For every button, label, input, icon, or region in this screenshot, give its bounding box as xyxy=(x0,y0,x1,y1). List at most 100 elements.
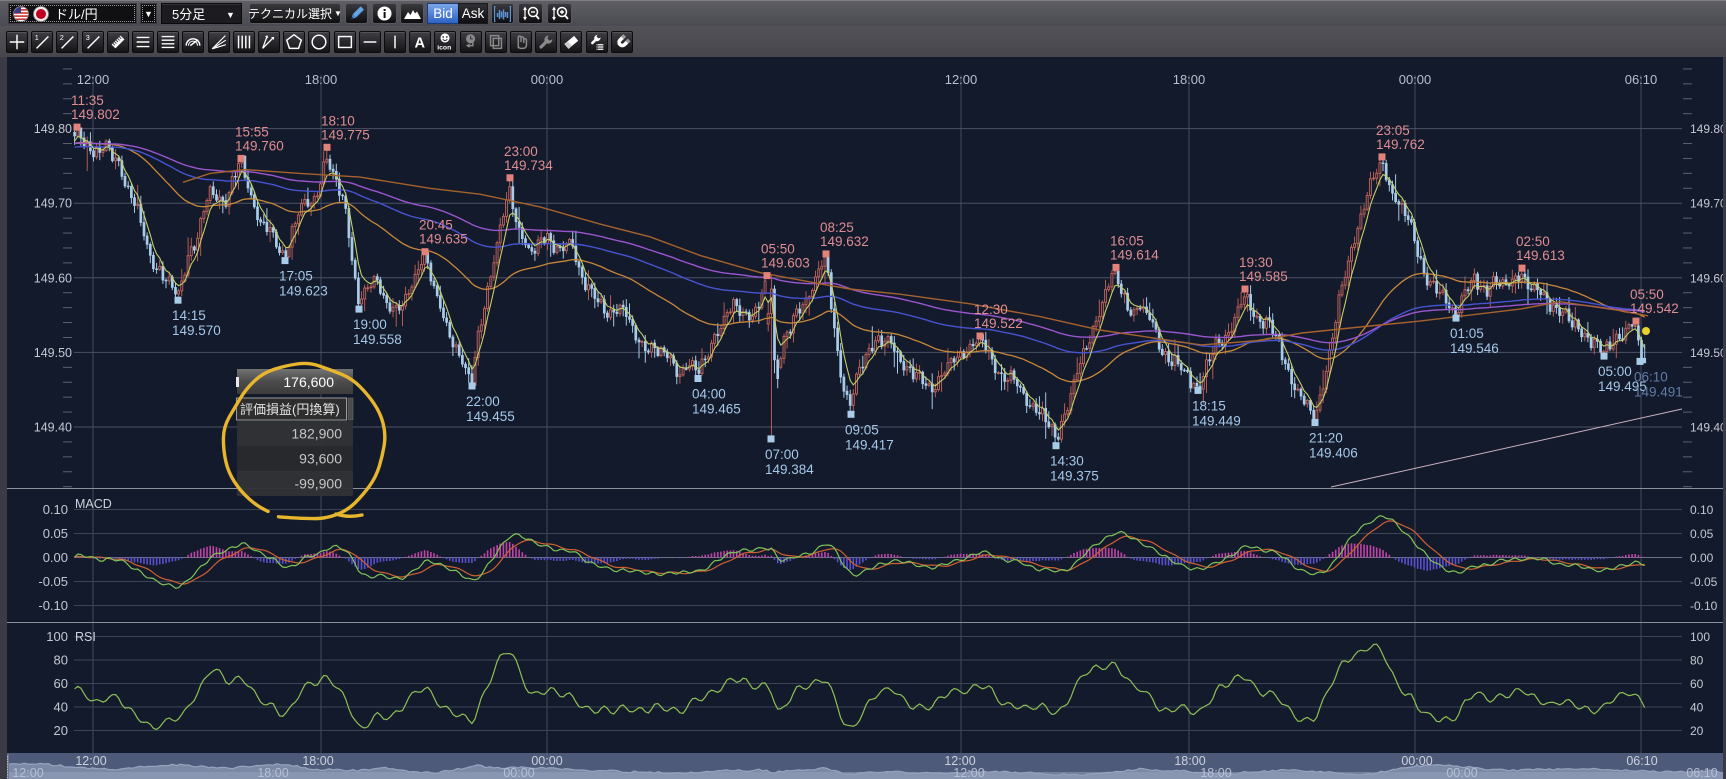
svg-text:0.00: 0.00 xyxy=(1690,551,1714,565)
svg-text:149.70: 149.70 xyxy=(34,197,72,211)
svg-text:14:15: 14:15 xyxy=(172,308,206,323)
svg-text:149.449: 149.449 xyxy=(1192,413,1241,428)
svg-text:100: 100 xyxy=(1690,630,1710,644)
svg-text:06:10: 06:10 xyxy=(1626,754,1657,768)
svg-text:0.05: 0.05 xyxy=(43,526,68,541)
svg-text:00:00: 00:00 xyxy=(1401,754,1432,768)
svg-text:149.417: 149.417 xyxy=(845,437,894,452)
svg-text:18:00: 18:00 xyxy=(1174,754,1205,768)
svg-text:00:00: 00:00 xyxy=(1399,72,1432,87)
svg-text:149.775: 149.775 xyxy=(321,127,370,142)
svg-text:14:30: 14:30 xyxy=(1050,454,1084,469)
svg-text:07:00: 07:00 xyxy=(765,447,799,462)
svg-text:149.632: 149.632 xyxy=(820,234,869,249)
svg-text:149.50: 149.50 xyxy=(34,346,72,360)
svg-text:149.603: 149.603 xyxy=(761,256,810,271)
svg-text:149.570: 149.570 xyxy=(172,323,221,338)
svg-text:149.762: 149.762 xyxy=(1376,137,1425,152)
svg-text:06:10: 06:10 xyxy=(1686,766,1717,779)
svg-text:18:00: 18:00 xyxy=(1200,766,1231,779)
svg-text:20:45: 20:45 xyxy=(419,218,453,233)
svg-text:149.542: 149.542 xyxy=(1630,301,1679,316)
svg-text:-0.05: -0.05 xyxy=(38,574,68,589)
svg-text:-0.05: -0.05 xyxy=(1690,575,1718,589)
svg-text:60: 60 xyxy=(1690,677,1704,691)
svg-text:0.10: 0.10 xyxy=(1690,503,1714,517)
svg-text:-99,900: -99,900 xyxy=(295,476,343,492)
svg-text:149.495: 149.495 xyxy=(1598,379,1647,394)
svg-text:176,600: 176,600 xyxy=(283,374,334,390)
svg-text:22:00: 22:00 xyxy=(466,394,500,409)
svg-text:06:10: 06:10 xyxy=(1625,72,1658,87)
svg-text:00:00: 00:00 xyxy=(531,72,564,87)
svg-text:16:05: 16:05 xyxy=(1110,233,1144,248)
svg-text:18:10: 18:10 xyxy=(321,113,355,128)
svg-text:149.734: 149.734 xyxy=(504,158,553,173)
svg-text:80: 80 xyxy=(54,653,68,668)
svg-text:182,900: 182,900 xyxy=(291,426,342,442)
svg-text:08:25: 08:25 xyxy=(820,220,854,235)
svg-text:12:00: 12:00 xyxy=(945,72,978,87)
svg-text:05:00: 05:00 xyxy=(1598,364,1632,379)
svg-text:00:00: 00:00 xyxy=(531,754,562,768)
svg-text:149.546: 149.546 xyxy=(1450,341,1499,356)
svg-text:12:30: 12:30 xyxy=(974,302,1008,317)
svg-text:60: 60 xyxy=(54,676,68,691)
svg-text:149.802: 149.802 xyxy=(71,107,120,122)
svg-text:19:30: 19:30 xyxy=(1239,255,1273,270)
svg-text:20: 20 xyxy=(1690,724,1704,738)
svg-text:06:10: 06:10 xyxy=(1634,369,1668,384)
svg-text:149.613: 149.613 xyxy=(1516,248,1565,263)
svg-text:149.406: 149.406 xyxy=(1309,446,1358,461)
svg-text:149.760: 149.760 xyxy=(235,138,284,153)
svg-text:149.375: 149.375 xyxy=(1050,469,1099,484)
svg-text:149.40: 149.40 xyxy=(1690,421,1726,435)
svg-text:評価損益(円換算): 評価損益(円換算) xyxy=(240,402,340,417)
svg-text:93,600: 93,600 xyxy=(299,451,342,467)
svg-text:15:55: 15:55 xyxy=(235,124,269,139)
svg-text:00:00: 00:00 xyxy=(1446,766,1477,779)
svg-text:00:00: 00:00 xyxy=(503,766,534,779)
svg-text:149.455: 149.455 xyxy=(466,409,515,424)
svg-text:MACD: MACD xyxy=(75,497,112,511)
svg-text:21:20: 21:20 xyxy=(1309,431,1343,446)
svg-text:149.40: 149.40 xyxy=(34,421,72,435)
svg-text:149.585: 149.585 xyxy=(1239,269,1288,284)
svg-text:RSI: RSI xyxy=(75,630,96,644)
svg-text:149.465: 149.465 xyxy=(692,402,741,417)
svg-text:18:15: 18:15 xyxy=(1192,398,1226,413)
svg-text:20: 20 xyxy=(54,723,68,738)
svg-text:100: 100 xyxy=(46,629,68,644)
svg-text:18:00: 18:00 xyxy=(302,754,333,768)
svg-text:18:00: 18:00 xyxy=(305,72,338,87)
svg-text:04:00: 04:00 xyxy=(692,387,726,402)
svg-text:2: 2 xyxy=(60,33,64,42)
svg-text:12:00: 12:00 xyxy=(77,72,110,87)
svg-text:149.635: 149.635 xyxy=(419,232,468,247)
svg-text:icon: icon xyxy=(438,45,452,52)
svg-text:149.522: 149.522 xyxy=(974,316,1023,331)
svg-text:149.60: 149.60 xyxy=(1690,271,1726,285)
svg-text:12:00: 12:00 xyxy=(12,766,43,779)
svg-text:3: 3 xyxy=(85,33,89,42)
svg-text:A: A xyxy=(415,35,426,51)
svg-text:40: 40 xyxy=(1690,701,1704,715)
svg-text:02:50: 02:50 xyxy=(1516,234,1550,249)
svg-text:09:05: 09:05 xyxy=(845,422,879,437)
svg-text:01:05: 01:05 xyxy=(1450,326,1484,341)
svg-text:18:00: 18:00 xyxy=(257,766,288,779)
svg-text:149.80: 149.80 xyxy=(34,122,72,136)
svg-text:05:50: 05:50 xyxy=(761,242,795,257)
svg-text:-0.10: -0.10 xyxy=(38,598,68,613)
svg-text:12:00: 12:00 xyxy=(75,754,106,768)
svg-text:23:00: 23:00 xyxy=(504,144,538,159)
svg-text:149.80: 149.80 xyxy=(1690,122,1726,136)
svg-text:149.50: 149.50 xyxy=(1690,346,1726,360)
svg-text:23:05: 23:05 xyxy=(1376,123,1410,138)
svg-text:149.614: 149.614 xyxy=(1110,247,1159,262)
svg-text:149.384: 149.384 xyxy=(765,462,814,477)
svg-text:19:00: 19:00 xyxy=(353,317,387,332)
svg-text:80: 80 xyxy=(1690,654,1704,668)
svg-text:0.05: 0.05 xyxy=(1690,527,1714,541)
svg-text:149.623: 149.623 xyxy=(279,284,328,299)
